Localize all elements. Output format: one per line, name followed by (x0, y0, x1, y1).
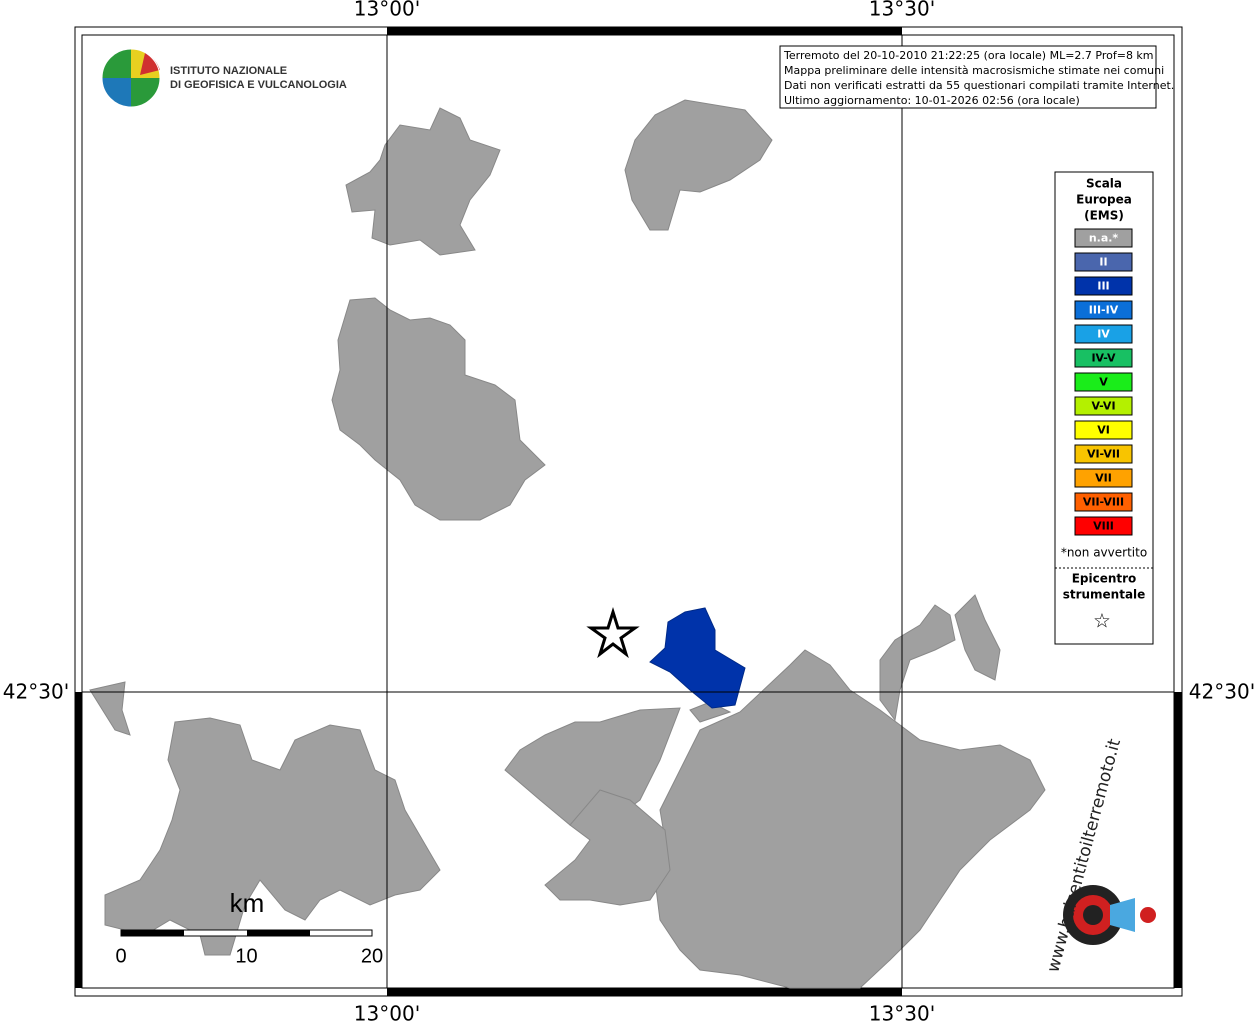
legend-label: II (1099, 256, 1107, 269)
legend-label: V (1099, 376, 1108, 389)
legend-label: VI-VII (1087, 448, 1120, 461)
legend-swatch (1074, 372, 1133, 392)
legend-label: IV (1097, 328, 1110, 341)
scale-label: 10 (235, 945, 257, 967)
info-box (779, 45, 1157, 109)
logo: ISTITUTO NAZIONALE DI GEOFISICA E VULCAN… (101, 48, 347, 108)
scale-label: 20 (361, 945, 383, 967)
lon-label: 13°00' (354, 1002, 420, 1024)
legend-swatch (1074, 516, 1133, 536)
info-line: Terremoto del 20-10-2010 21:22:25 (ora l… (783, 49, 1154, 62)
legend-swatch (1074, 276, 1133, 296)
logo-text: ISTITUTO NAZIONALE (170, 65, 287, 77)
legend-epicenter: strumentale (1063, 588, 1146, 602)
info-line: Ultimo aggiornamento: 10-01-2026 02:56 (… (784, 94, 1080, 107)
legend-swatch (1074, 252, 1133, 272)
lon-label: 13°30' (869, 1002, 935, 1024)
legend-label: VII (1095, 472, 1112, 485)
legend-swatch (1074, 492, 1133, 512)
logo-text: DI GEOFISICA E VULCANOLOGIA (170, 79, 347, 91)
lat-label: 42°30' (1189, 680, 1255, 704)
info-line: Mappa preliminare delle intensità macros… (784, 64, 1164, 77)
legend-note: *non avvertito (1061, 546, 1147, 560)
scale-label: 0 (115, 945, 126, 967)
legend-label: VI (1097, 424, 1110, 437)
scale-unit: km (230, 888, 265, 918)
legend-label: III (1097, 280, 1109, 293)
legend-swatch (1074, 348, 1133, 368)
municipalities (89, 99, 1046, 989)
legend-swatch (1074, 396, 1133, 416)
lon-label: 13°00' (354, 0, 420, 21)
legend-label: VIII (1093, 520, 1114, 533)
legend-epicenter: Epicentro (1072, 572, 1137, 586)
scale-bar: km 0 10 20 (115, 888, 383, 967)
legend-label: IV-V (1091, 352, 1116, 365)
legend-symbol: ☆ (1093, 609, 1111, 633)
epicenter-star (586, 606, 640, 659)
legend-label: n.a.* (1089, 232, 1119, 245)
legend-label: III-IV (1089, 304, 1119, 317)
legend-title: Europea (1076, 193, 1132, 207)
legend-title: Scala (1086, 177, 1122, 191)
legend: ScalaEuropea(EMS)n.a.*IIIIIIII-IVIVIV-VV… (1061, 177, 1147, 633)
legend-label: V-VI (1091, 400, 1115, 413)
legend-swatch (1074, 444, 1133, 464)
legend-swatch (1074, 300, 1133, 320)
info-lines: Terremoto del 20-10-2010 21:22:25 (ora l… (783, 49, 1174, 107)
lat-label: 42°30' (3, 680, 69, 704)
info-line: Dati non verificati estratti da 55 quest… (784, 79, 1174, 92)
legend-swatch (1074, 468, 1133, 488)
border-segment (387, 988, 902, 996)
legend-title: (EMS) (1084, 209, 1124, 223)
border-segment (1174, 692, 1182, 988)
legend-swatch (1074, 420, 1133, 440)
legend-label: VII-VIII (1083, 496, 1124, 509)
border-segment (75, 692, 82, 988)
border-segment (387, 27, 902, 35)
legend-swatch (1074, 324, 1133, 344)
legend-swatch (1074, 228, 1133, 248)
intensity-area (649, 607, 746, 709)
lon-label: 13°30' (869, 0, 935, 21)
